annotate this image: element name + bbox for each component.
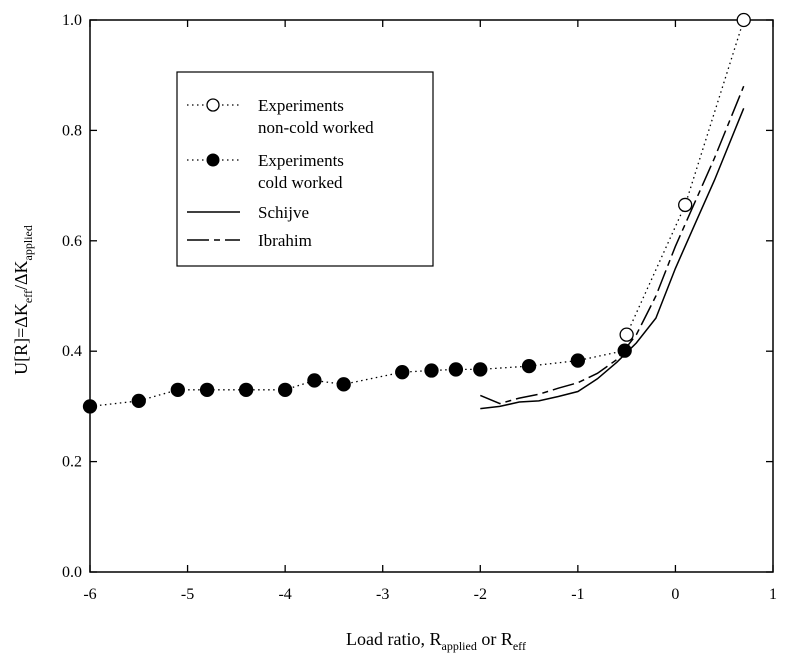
- y-axis-title-middle: /ΔK: [11, 260, 31, 290]
- legend-box: [176, 71, 434, 267]
- y-tick-label: 0.4: [62, 343, 82, 360]
- y-tick-label: 0.2: [62, 454, 82, 471]
- y-tick-label: 0.6: [62, 233, 82, 250]
- data-point-cold-worked: [131, 393, 146, 409]
- series-layer: [82, 12, 751, 414]
- x-tick-label: -6: [83, 586, 96, 603]
- data-point-cold-worked: [238, 382, 254, 397]
- legend-marker-filled-circle: [206, 153, 220, 167]
- series-line-2: [480, 108, 745, 410]
- data-point-cold-worked: [307, 373, 322, 388]
- data-point-cold-worked: [424, 363, 439, 378]
- data-point-non-cold-worked: [736, 12, 751, 28]
- legend-marker-open-circle: [206, 98, 220, 112]
- x-tick-label: -4: [278, 586, 291, 603]
- x-tick-label: -2: [474, 586, 487, 603]
- y-axis-title: U[R]=ΔKeff/ΔKapplied: [11, 225, 35, 375]
- y-tick-label: 0.8: [62, 122, 82, 139]
- legend-label-line1: Experiments: [258, 151, 344, 170]
- legend-label-schijve: Schijve: [258, 203, 309, 222]
- x-tick-label: 0: [671, 586, 679, 603]
- y-axis-title-sub1: eff: [21, 290, 35, 303]
- data-point-cold-worked: [473, 362, 488, 377]
- y-axis-title-sub2: applied: [21, 225, 35, 260]
- x-tick-label: -3: [376, 586, 389, 603]
- x-axis: -6 -5 -4 -3 -2 -1 0 1: [83, 20, 777, 603]
- x-axis-title-middle: or R: [477, 629, 513, 649]
- legend: Experiments non-cold worked Experiments …: [176, 71, 434, 267]
- data-point-cold-worked: [521, 358, 537, 374]
- legend-label-line1: Experiments: [258, 96, 344, 115]
- data-point-cold-worked: [199, 382, 215, 397]
- x-tick-label: -1: [571, 586, 584, 603]
- y-tick-label: 0.0: [62, 564, 82, 581]
- x-axis-title: Load ratio, Rapplied or Reff: [346, 629, 526, 653]
- legend-label-ibrahim: Ibrahim: [258, 231, 312, 250]
- x-tick-label: 1: [769, 586, 777, 603]
- x-axis-title-prefix: Load ratio, R: [346, 629, 441, 649]
- plot-frame: [89, 19, 774, 573]
- data-point-non-cold-worked: [678, 197, 693, 213]
- data-point-cold-worked: [277, 382, 293, 397]
- data-point-cold-worked: [448, 362, 464, 377]
- legend-label-line2: cold worked: [258, 173, 343, 192]
- data-point-cold-worked: [570, 353, 586, 368]
- data-point-cold-worked: [170, 382, 185, 397]
- series-line-3: [480, 85, 745, 405]
- data-point-cold-worked: [336, 377, 351, 392]
- data-point-cold-worked: [395, 365, 410, 380]
- data-point-non-cold-worked: [619, 327, 634, 342]
- data-point-cold-worked: [82, 399, 98, 414]
- y-axis: 0.0 0.2 0.4 0.6 0.8 1.0: [62, 12, 773, 581]
- y-axis-title-prefix: U[R]=ΔK: [11, 303, 31, 375]
- x-axis-title-sub2: eff: [513, 639, 526, 653]
- x-axis-title-sub1: applied: [442, 639, 477, 653]
- legend-label-line2: non-cold worked: [258, 118, 374, 137]
- x-tick-label: -5: [181, 586, 194, 603]
- y-tick-label: 1.0: [62, 12, 82, 29]
